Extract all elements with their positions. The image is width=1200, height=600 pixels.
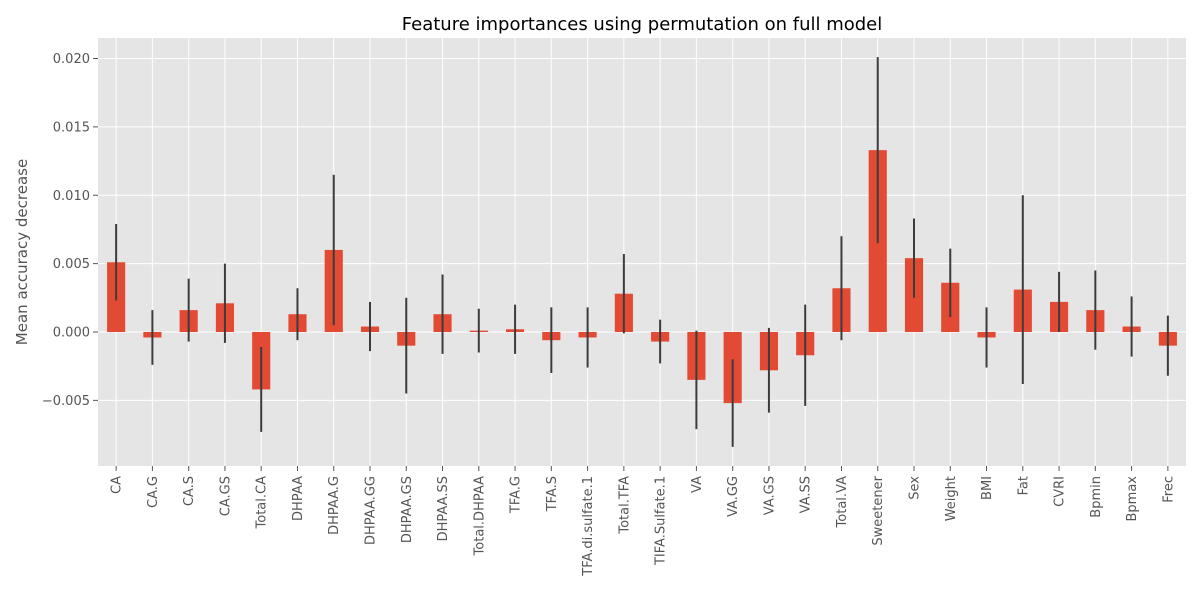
x-tick-label: VA: [690, 476, 705, 493]
x-tick-label: TFA.S: [545, 476, 560, 512]
x-tick-label: CA.G: [146, 476, 161, 508]
x-tick-label: CVRI: [1053, 476, 1068, 507]
x-tick-label: Total.DHPAA: [472, 476, 487, 557]
x-tick-label: VA.GG: [726, 476, 741, 517]
plot-area: [98, 38, 1186, 466]
x-tick-label: Frec: [1161, 476, 1176, 503]
x-tick-label: DHPAA: [291, 476, 306, 521]
y-axis-label: Mean accuracy decrease: [13, 159, 31, 345]
x-tick-label: BMI: [980, 476, 995, 500]
x-tick-label: DHPAA.GG: [364, 476, 379, 545]
y-tick-label: 0.005: [53, 257, 90, 272]
x-tick-label: Total.TFA: [617, 476, 632, 535]
x-tick-label: Sex: [908, 476, 923, 500]
x-tick-label: Sweetener: [871, 475, 886, 545]
x-tick-label: Bpmax: [1125, 476, 1140, 522]
x-tick-label: Total.VA: [835, 476, 850, 529]
y-tick-label: 0.000: [53, 325, 90, 340]
x-tick-label: CA.S: [182, 476, 197, 506]
x-tick-label: DHPAA.SS: [436, 476, 451, 541]
x-tick-label: Total.CA: [255, 476, 270, 530]
y-tick-label: 0.020: [53, 52, 90, 67]
error-bars: [115, 57, 1169, 447]
y-axis-ticks: −0.005 0.000 0.005 0.010 0.015 0.020: [42, 52, 98, 409]
y-tick-label: 0.010: [53, 189, 90, 204]
x-tick-label: TFA.di.sulfate.1: [581, 476, 596, 577]
x-tick-label: TIFA.Sulfate.1: [654, 476, 669, 566]
x-tick-label: VA.SS: [799, 476, 814, 513]
chart-title: Feature importances using permutation on…: [402, 14, 883, 35]
y-tick-label: −0.005: [42, 394, 90, 409]
x-tick-label: TFA.G: [509, 476, 524, 514]
x-tick-label: DHPAA.G: [327, 476, 342, 535]
y-tick-label: 0.015: [53, 120, 90, 135]
x-axis-ticks: CA CA.G CA.S CA.GS Total.CA DHPAA DHPAA.G DHPAA…: [110, 466, 1176, 577]
x-tick-label: Weight: [944, 476, 959, 521]
x-tick-label: Fat: [1016, 476, 1031, 495]
x-tick-label: CA: [110, 476, 125, 494]
x-tick-label: VA.GS: [762, 476, 777, 515]
x-tick-label: Bpmin: [1089, 476, 1104, 518]
x-tick-label: CA.GS: [218, 476, 233, 516]
x-tick-label: DHPAA.GS: [400, 476, 415, 543]
